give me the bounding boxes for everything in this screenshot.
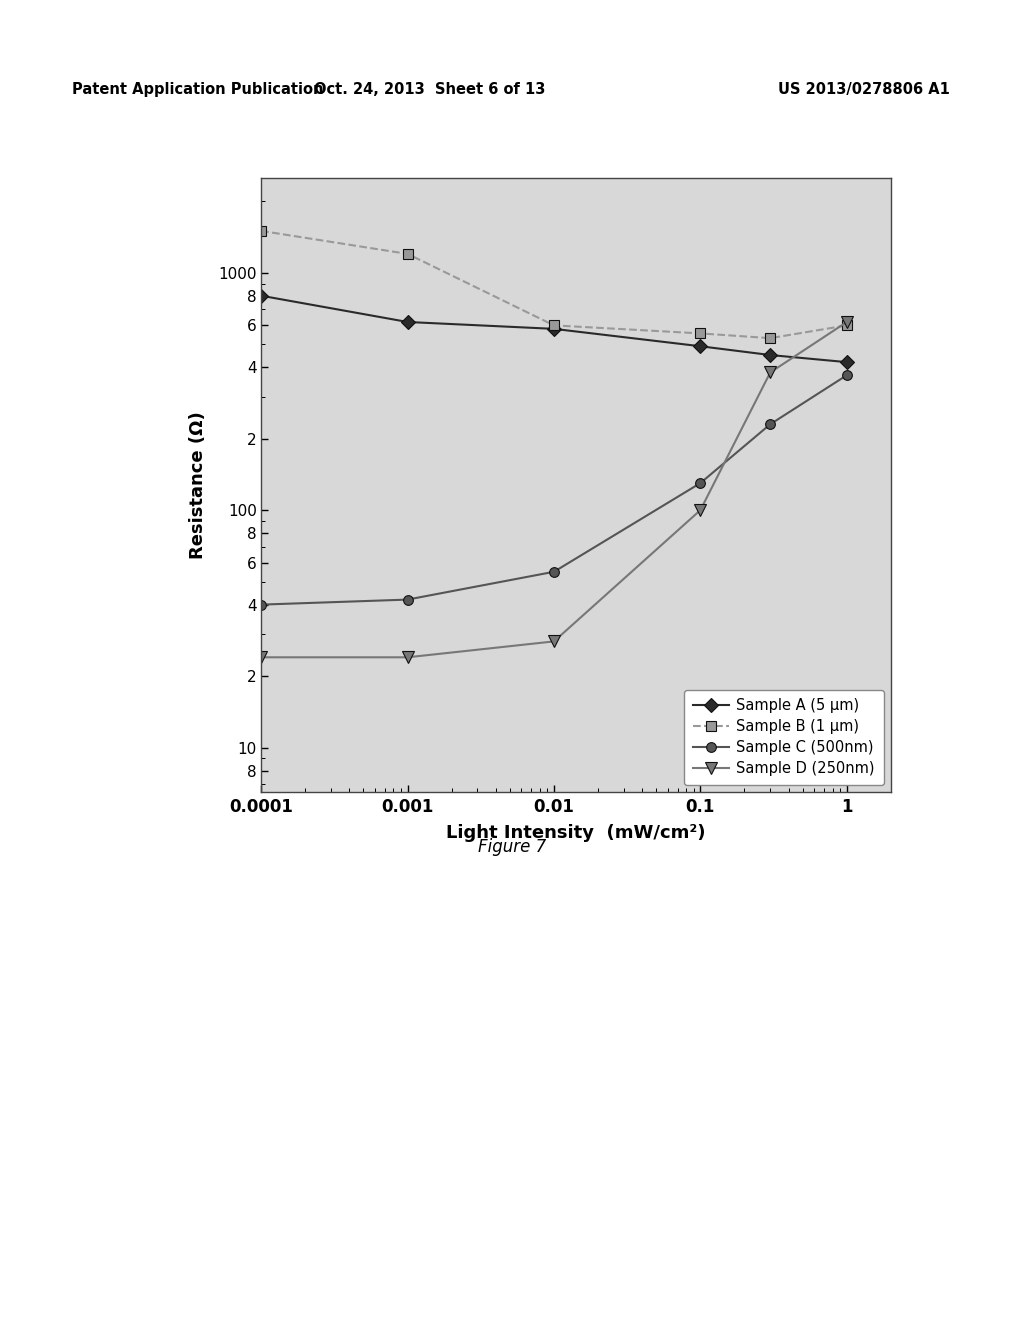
Text: Oct. 24, 2013  Sheet 6 of 13: Oct. 24, 2013 Sheet 6 of 13 [314, 82, 546, 96]
Sample D (250nm) [841, 314, 853, 330]
Sample C (500nm) [694, 475, 707, 491]
Sample A (5 μm) [694, 338, 707, 354]
Sample B (1 μm) [255, 223, 267, 239]
Sample C (500nm) [548, 564, 560, 579]
Text: Patent Application Publication: Patent Application Publication [72, 82, 324, 96]
Sample B (1 μm) [401, 246, 414, 261]
Sample A (5 μm) [548, 321, 560, 337]
Line: Sample D (250nm): Sample D (250nm) [256, 317, 852, 663]
Sample C (500nm) [764, 416, 776, 432]
Sample C (500nm) [841, 367, 853, 383]
Line: Sample B (1 μm): Sample B (1 μm) [256, 226, 852, 343]
Sample D (250nm) [548, 634, 560, 649]
Sample A (5 μm) [841, 354, 853, 370]
Sample B (1 μm) [694, 326, 707, 342]
X-axis label: Light Intensity  (mW/cm²): Light Intensity (mW/cm²) [446, 824, 706, 842]
Sample D (250nm) [401, 649, 414, 665]
Line: Sample C (500nm): Sample C (500nm) [256, 371, 852, 610]
Sample A (5 μm) [764, 347, 776, 363]
Sample B (1 μm) [548, 317, 560, 333]
Sample D (250nm) [694, 502, 707, 517]
Sample A (5 μm) [401, 314, 414, 330]
Text: Figure 7: Figure 7 [478, 838, 546, 857]
Line: Sample A (5 μm): Sample A (5 μm) [256, 290, 852, 367]
Legend: Sample A (5 μm), Sample B (1 μm), Sample C (500nm), Sample D (250nm): Sample A (5 μm), Sample B (1 μm), Sample… [684, 690, 884, 784]
Sample C (500nm) [255, 597, 267, 612]
Sample B (1 μm) [764, 330, 776, 346]
Sample A (5 μm) [255, 288, 267, 304]
Y-axis label: Resistance (Ω): Resistance (Ω) [189, 412, 207, 558]
Sample C (500nm) [401, 591, 414, 607]
Sample D (250nm) [255, 649, 267, 665]
Sample B (1 μm) [841, 317, 853, 333]
Sample D (250nm) [764, 364, 776, 380]
Text: US 2013/0278806 A1: US 2013/0278806 A1 [778, 82, 950, 96]
